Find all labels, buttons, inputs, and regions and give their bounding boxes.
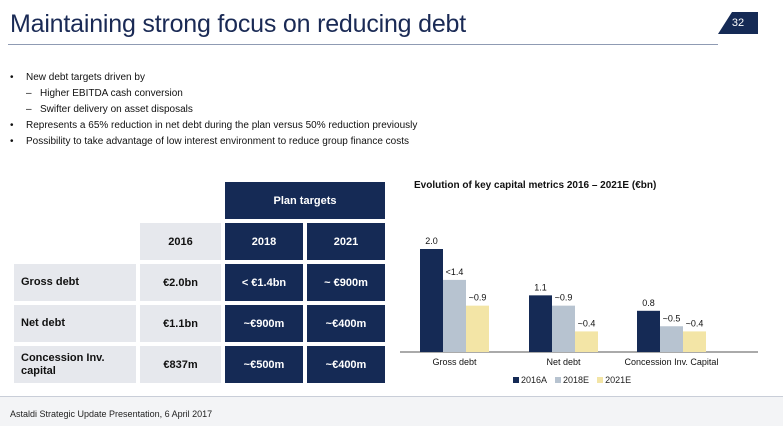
bar-concession-inv-capital-2018e [660,326,683,352]
chart-title: Evolution of key capital metrics 2016 – … [414,180,657,191]
bullet-item: Represents a 65% reduction in net debt d… [10,118,417,134]
data-label-concession-inv-capital-2021e: ~0.4 [686,318,704,328]
legend-label-2016a: 2016A [521,375,548,385]
sub-bullet-item: Swifter delivery on asset disposals [10,102,417,118]
footer-bar [0,397,783,426]
bar-concession-inv-capital-2021e [683,331,706,352]
cell-concession-2021: ~€400m [307,346,385,383]
column-header-2021: 2021 [307,223,385,260]
data-label-concession-inv-capital-2016a: 0.8 [642,298,655,308]
category-label-gross-debt: Gross debt [432,357,477,367]
data-label-gross-debt-2016a: 2.0 [425,236,438,246]
bullet-list: New debt targets driven by Higher EBITDA… [10,70,417,150]
data-label-concession-inv-capital-2018e: ~0.5 [663,313,681,323]
legend-label-2018e: 2018E [563,375,590,385]
cell-gross-debt-2018: < €1.4bn [225,264,303,301]
category-label-concession-inv-capital: Concession Inv. Capital [625,357,719,367]
data-label-net-debt-2018e: ~0.9 [555,293,573,303]
column-header-2016: 2016 [140,223,221,260]
footer-text: Astaldi Strategic Update Presentation, 6… [10,409,213,419]
sub-bullet-item: Higher EBITDA cash conversion [10,86,417,102]
legend-item-2018e: 2018E [555,375,589,385]
bar-concession-inv-capital-2016a [637,310,660,352]
cell-gross-debt-2016: €2.0bn [140,264,221,301]
bar-gross-debt-2021e [466,305,489,352]
data-label-net-debt-2021e: ~0.4 [578,318,596,328]
cell-net-debt-2018: ~€900m [225,305,303,342]
bullet-item: Possibility to take advantage of low int… [10,134,417,150]
column-header-2018: 2018 [225,223,303,260]
cell-gross-debt-2021: ~ €900m [307,264,385,301]
row-label-concession-capital: Concession Inv. capital [14,346,136,383]
data-label-gross-debt-2018e: <1.4 [446,267,464,277]
legend-swatch-2016a [513,377,519,383]
bar-gross-debt-2016a [420,249,443,352]
category-label-net-debt: Net debt [546,357,581,367]
bar-net-debt-2016a [529,295,552,352]
page-title: Maintaining strong focus on reducing deb… [10,10,466,38]
title-rule [8,44,718,45]
row-label-net-debt: Net debt [14,305,136,342]
row-label-gross-debt: Gross debt [14,264,136,301]
data-label-gross-debt-2021e: ~0.9 [469,293,487,303]
footer-rule [0,396,783,397]
bar-net-debt-2021e [575,331,598,352]
legend-swatch-2018e [555,377,562,383]
data-label-net-debt-2016a: 1.1 [534,282,547,292]
legend-item-2021e: 2021E [597,375,631,385]
cell-net-debt-2021: ~€400m [307,305,385,342]
cell-net-debt-2016: €1.1bn [140,305,221,342]
legend-label-2021e: 2021E [605,375,632,385]
bar-net-debt-2018e [552,305,575,352]
legend-item-2016a: 2016A [513,375,547,385]
bar-gross-debt-2018e [443,279,466,352]
cell-concession-2016: €837m [140,346,221,383]
legend-swatch-2021e [597,377,604,383]
bullet-item: New debt targets driven by [10,70,417,86]
cell-concession-2018: ~€500m [225,346,303,383]
plan-targets-header: Plan targets [225,182,385,219]
chart-legend: 2016A 2018E 2021E [513,375,631,385]
